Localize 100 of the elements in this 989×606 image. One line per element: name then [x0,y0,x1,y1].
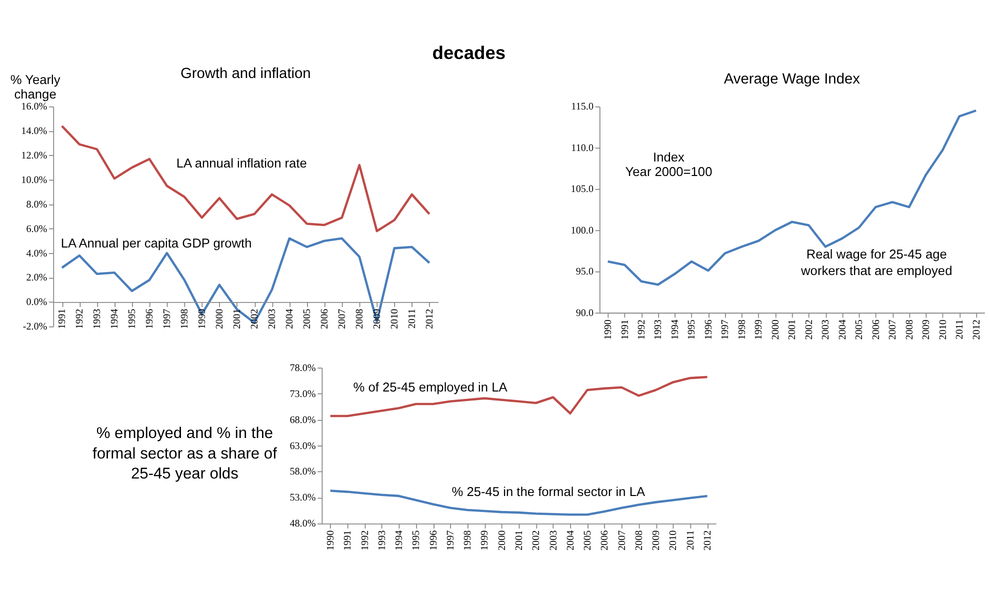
y-tick-label: 4.0% [26,248,48,260]
annotation: Index [653,150,686,165]
x-tick-label: 2009 [921,320,932,340]
x-tick-label: 2007 [616,530,628,551]
x-tick-label: 2010 [938,320,949,340]
x-tick-label: 2007 [337,308,348,329]
x-tick-label: 2005 [302,308,314,329]
x-tick-label: 2004 [565,530,576,551]
x-tick-label: 2001 [514,530,525,551]
x-tick-label: 2002 [531,530,542,551]
y-tick-label: 95.0 [576,266,594,278]
y-tick-label: 100.0 [570,225,594,236]
x-tick-label: 2008 [904,320,916,340]
series-label: % 25-45 in the formal sector in LA [452,484,646,499]
y-tick-label: 16.0% [21,102,48,113]
x-tick-label: 2008 [634,530,645,551]
x-tick-label: 2005 [582,530,594,551]
line-series [329,376,708,418]
x-tick-label: 1992 [360,530,371,551]
line-series [606,109,978,286]
x-tick-label: 1999 [197,308,208,329]
x-tick-label: 1996 [428,530,440,551]
x-tick-label: 2000 [770,320,782,340]
y-tick-label: 105.0 [570,184,594,196]
x-tick-label: 1995 [686,320,698,340]
y-tick-label: 2.0% [26,272,48,284]
x-tick-label: 1997 [162,308,174,329]
annotation: Real wage for 25-45 age workers that are employed [800,246,952,278]
x-tick-label: 1994 [394,530,406,551]
x-tick-label: 1994 [670,320,681,340]
y-tick-label: 14.0% [21,126,48,138]
x-tick-label: 1998 [180,308,191,329]
x-tick-label: 1993 [376,530,388,551]
x-tick-label: 2006 [320,308,331,329]
text: decades [432,42,506,64]
x-tick-label: 2011 [954,320,966,340]
y-tick-label: 53.0% [290,492,316,504]
y-tick-label: 58.0% [290,466,316,478]
x-tick-label: 1995 [411,530,422,551]
line-series [60,124,431,232]
x-tick-label: 2002 [250,308,261,329]
y-tick-label: -2.0% [22,322,48,333]
x-tick-label: 2003 [820,320,832,340]
y-tick-label: 6.0% [26,224,48,235]
annotation: Year 2000=100 [625,164,712,180]
x-tick-label: 1992 [636,320,648,340]
x-tick-label: 2012 [702,530,714,551]
x-tick-label: 2005 [854,320,866,340]
y-axis-title: % employed and % in the formal sector as a share of 25-45 year olds [92,425,278,482]
x-tick-label: 1997 [720,320,732,340]
x-tick-label: 2004 [837,320,848,340]
x-tick-label: 1998 [462,530,474,551]
x-tick-label: 1993 [92,308,104,329]
x-tick-label: 2001 [787,320,798,340]
x-tick-label: 2012 [424,308,436,329]
y-tick-label: 10.0% [21,174,48,186]
x-tick-label: 2000 [496,530,508,551]
x-tick-label: 2003 [267,308,278,329]
series-label: LA annual inflation rate [176,155,307,170]
series-label: LA Annual per capita GDP growth [60,236,252,251]
x-tick-label: 1996 [703,320,714,340]
y-tick-label: 90.0 [576,308,594,319]
series-label: % of 25-45 employed in LA [353,380,508,395]
x-tick-label: 1991 [342,530,354,551]
x-tick-label: 2004 [284,308,296,329]
y-tick-label: 73.0% [290,388,316,400]
y-tick-label: 110.0 [571,142,594,154]
y-tick-label: 48.0% [290,518,316,530]
x-tick-label: 1995 [127,308,138,329]
x-tick-label: 1999 [480,530,491,551]
x-tick-label: 1990 [326,530,336,551]
x-tick-label: 1998 [736,320,748,340]
y-tick-label: 68.0% [290,414,316,426]
x-tick-label: 2010 [668,530,680,551]
x-tick-label: 2012 [971,320,982,340]
x-tick-label: 1991 [57,308,68,329]
chart-title: Average Wage Index [724,72,861,88]
y-tick-label: 63.0% [290,440,316,452]
x-tick-label: 2006 [600,530,611,551]
x-tick-label: 2009 [651,530,662,551]
x-tick-label: 2007 [888,320,899,340]
y-axis-title: % Yearly change [10,72,61,102]
x-tick-label: 2011 [407,308,418,329]
x-tick-label: 2002 [804,320,815,340]
y-tick-label: 12.0% [21,150,48,162]
x-tick-label: 1994 [110,308,121,329]
x-tick-label: 1991 [620,320,631,340]
x-tick-label: 2008 [354,308,366,329]
x-tick-label: 1996 [144,308,156,329]
chart-title: Growth and inflation [180,66,311,82]
x-tick-label: 1997 [445,530,456,551]
x-tick-label: 2010 [390,308,401,329]
y-tick-label: 0.0% [26,297,48,308]
x-tick-label: 1999 [754,320,765,340]
y-tick-label: 78.0% [290,362,316,374]
x-tick-label: 1992 [74,308,86,329]
y-tick-label: 8.0% [26,199,48,210]
x-tick-label: 2006 [870,320,882,340]
x-tick-label: 2009 [372,308,384,329]
x-tick-label: 1990 [603,320,614,340]
